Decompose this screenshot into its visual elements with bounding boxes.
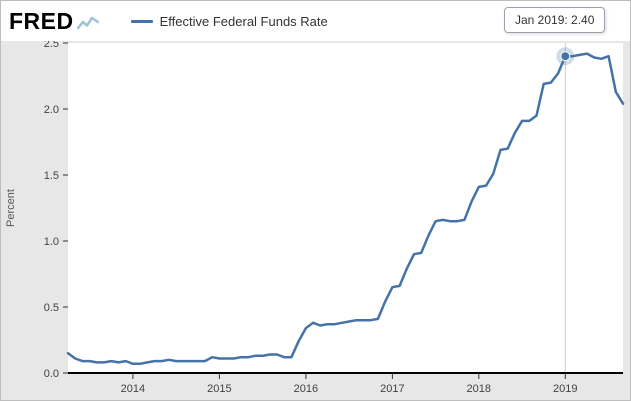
plot-area <box>68 43 623 373</box>
fred-logo-text: FRED <box>9 7 74 34</box>
series-line[interactable] <box>66 52 625 366</box>
y-axis-title: Percent <box>5 189 17 227</box>
y-tick-label: 1.0 <box>44 236 59 248</box>
x-tick-label: 2019 <box>553 383 577 395</box>
y-tick-label: 2.5 <box>44 41 59 50</box>
x-tick-label: 2017 <box>380 383 404 395</box>
legend[interactable]: Effective Federal Funds Rate <box>130 13 328 29</box>
tooltip: Jan 2019: 2.40 <box>504 7 606 33</box>
y-tick-label: 2.0 <box>44 104 59 116</box>
legend-label: Effective Federal Funds Rate <box>159 13 328 29</box>
y-tick-label: 0.0 <box>44 368 59 380</box>
y-tick-label: 1.5 <box>44 170 59 182</box>
fred-logo[interactable]: FRED <box>9 8 99 35</box>
x-tick-label: 2015 <box>207 383 231 395</box>
chart: 0.0 0.5 1.0 1.5 2.0 2.5 2014 2015 2016 2017 2018 20… <box>1 41 630 400</box>
x-tick-label: 2018 <box>467 383 491 395</box>
x-tick-label: 2014 <box>121 383 145 395</box>
highlight-marker[interactable] <box>560 51 571 62</box>
y-tick-label: 0.5 <box>44 302 59 314</box>
legend-line-swatch <box>130 19 153 23</box>
sparkline-icon <box>76 16 99 29</box>
x-tick-label: 2016 <box>294 383 318 395</box>
chart-canvas[interactable]: 0.0 0.5 1.0 1.5 2.0 2.5 2014 2015 2016 2017 2018 20… <box>1 41 630 400</box>
